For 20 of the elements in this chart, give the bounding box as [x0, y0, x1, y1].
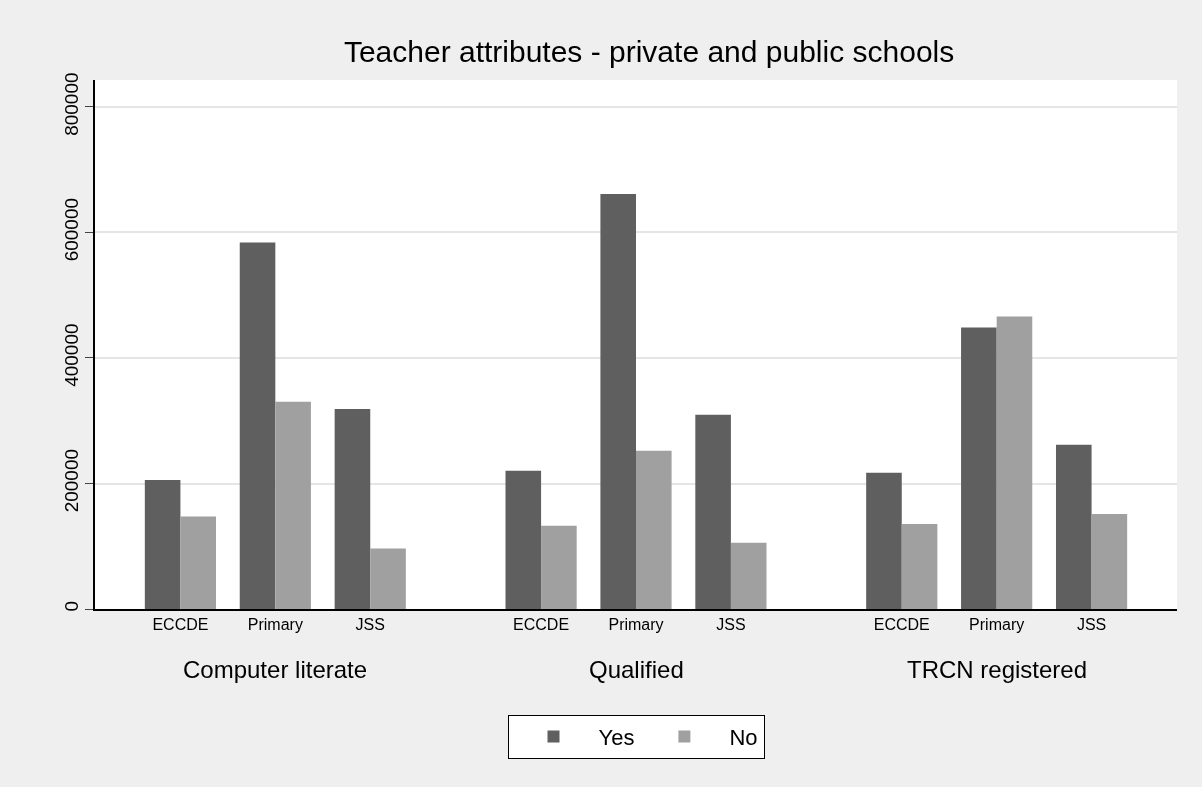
y-tick-label: 600000 [60, 197, 82, 262]
x-tick-label: Primary [969, 615, 1025, 633]
x-tick-label: Primary [247, 615, 303, 633]
y-tick-label: 400000 [60, 323, 82, 387]
y-tick-label: 200000 [60, 448, 82, 513]
y-tick-label: 0 [60, 600, 82, 612]
x-tick-label: ECCDE [873, 615, 930, 633]
x-tick-label: ECCDE [513, 615, 570, 633]
text: Qualified [589, 656, 684, 683]
x-tick-label: JSS [1076, 615, 1107, 633]
x-tick-label: Primary [608, 615, 664, 633]
x-tick-label: ECCDE [152, 615, 209, 633]
x-tick-label: JSS [716, 615, 746, 633]
legend-label: No [729, 725, 758, 751]
chart-title: Teacher attributes - private and public schools [343, 34, 955, 68]
x-tick-label: JSS [355, 615, 385, 633]
text: TRCN registered [907, 656, 1088, 683]
legend-label: Yes [598, 725, 635, 751]
y-tick-label: 800000 [60, 72, 82, 136]
text: Computer literate [183, 656, 368, 683]
